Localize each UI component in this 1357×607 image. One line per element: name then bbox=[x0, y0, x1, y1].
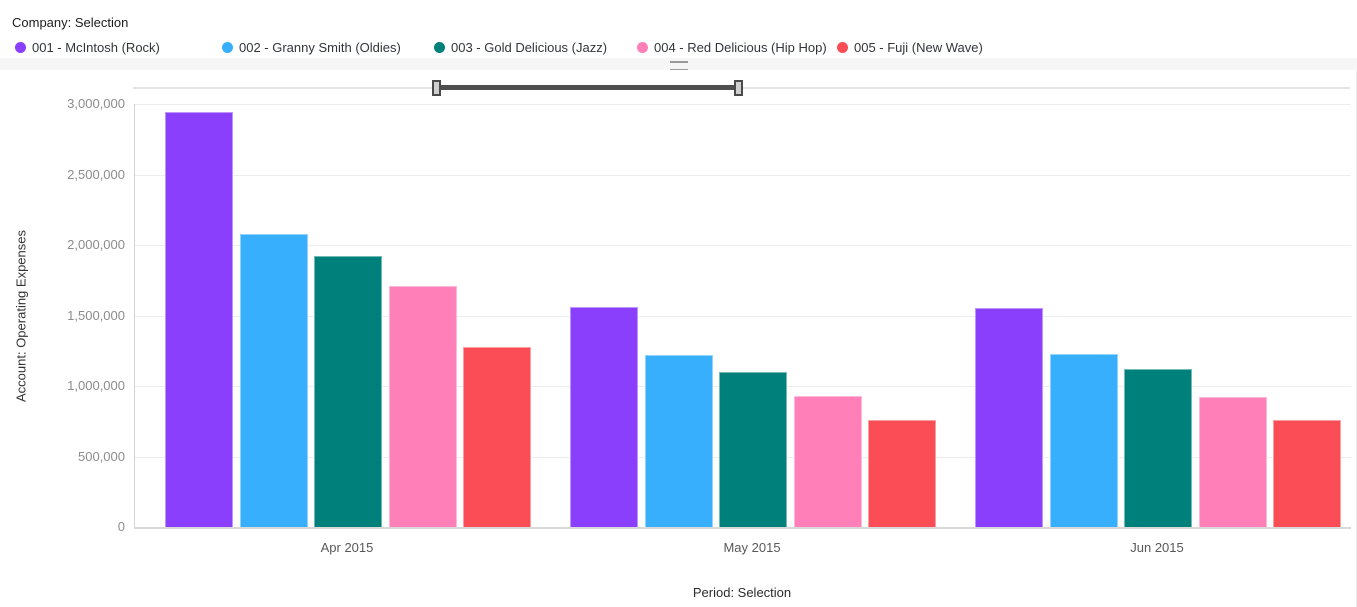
gridline bbox=[135, 174, 1351, 176]
legend-color-icon bbox=[222, 42, 233, 53]
zoom-slider-selected-range[interactable] bbox=[436, 85, 738, 90]
bar[interactable] bbox=[314, 256, 382, 527]
y-tick-label: 2,000,000 bbox=[67, 237, 125, 252]
bar[interactable] bbox=[644, 354, 713, 527]
legend-color-icon bbox=[637, 42, 648, 53]
legend-color-icon bbox=[837, 42, 848, 53]
legend-item[interactable]: 004 - Red Delicious (Hip Hop) bbox=[637, 37, 827, 58]
bar[interactable] bbox=[1273, 419, 1341, 527]
legend-item[interactable]: 002 - Granny Smith (Oldies) bbox=[222, 37, 401, 58]
legend-title: Company: Selection bbox=[12, 15, 129, 30]
bar[interactable] bbox=[868, 419, 936, 527]
zoom-slider-handle-left[interactable] bbox=[432, 80, 442, 96]
chart-canvas: Account: Operating Expenses Period: Sele… bbox=[0, 70, 1357, 607]
legend-item[interactable]: 003 - Gold Delicious (Jazz) bbox=[434, 37, 607, 58]
gridline bbox=[135, 315, 1351, 317]
legend-item-label: 002 - Granny Smith (Oldies) bbox=[239, 40, 401, 55]
legend-item[interactable]: 001 - McIntosh (Rock) bbox=[15, 37, 160, 58]
legend-color-icon bbox=[15, 42, 26, 53]
y-tick-label: 3,000,000 bbox=[67, 96, 125, 111]
legend-item-label: 004 - Red Delicious (Hip Hop) bbox=[654, 40, 827, 55]
x-tick-label: Apr 2015 bbox=[320, 540, 374, 555]
legend-item[interactable]: 005 - Fuji (New Wave) bbox=[837, 37, 983, 58]
y-tick-label: 0 bbox=[117, 519, 125, 534]
x-tick-label: May 2015 bbox=[723, 540, 781, 555]
bar[interactable] bbox=[1124, 369, 1192, 527]
zoom-slider-handle-right[interactable] bbox=[733, 80, 743, 96]
y-tick-label: 1,000,000 bbox=[67, 378, 125, 393]
legend-item-label: 005 - Fuji (New Wave) bbox=[854, 40, 983, 55]
x-tick-label: Jun 2015 bbox=[1130, 540, 1184, 555]
legend-item-label: 001 - McIntosh (Rock) bbox=[32, 40, 160, 55]
bar[interactable] bbox=[793, 395, 862, 527]
legend-color-icon bbox=[434, 42, 445, 53]
legend: 001 - McIntosh (Rock) 002 - Granny Smith … bbox=[0, 37, 1357, 58]
bar[interactable] bbox=[388, 285, 457, 527]
plot-area bbox=[134, 104, 1351, 529]
y-tick-label: 1,500,000 bbox=[67, 307, 125, 323]
bar[interactable] bbox=[463, 346, 531, 527]
legend-item-label: 003 - Gold Delicious (Jazz) bbox=[451, 40, 608, 55]
gridline bbox=[135, 104, 1351, 105]
bar[interactable] bbox=[975, 308, 1043, 527]
bar[interactable] bbox=[1198, 397, 1267, 527]
y-tick-label: 500,000 bbox=[78, 448, 125, 464]
bar[interactable] bbox=[1049, 353, 1118, 527]
y-tick-label: 2,500,000 bbox=[67, 166, 125, 182]
x-axis-title: Period: Selection bbox=[692, 585, 792, 600]
bar[interactable] bbox=[165, 112, 233, 527]
bar[interactable] bbox=[570, 307, 638, 527]
panel-splitter[interactable] bbox=[0, 58, 1357, 71]
bar[interactable] bbox=[239, 233, 308, 527]
bar[interactable] bbox=[719, 371, 787, 527]
gridline bbox=[135, 245, 1351, 246]
